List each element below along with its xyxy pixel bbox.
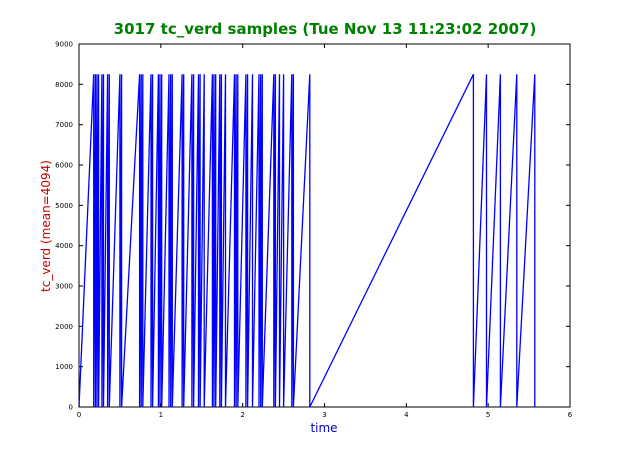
x-tick-label: 2 [240,411,244,419]
y-tick-label: 7000 [55,121,73,129]
plot-area: 0 1 2 3 4 5 6 0 1000 2000 3000 4000 5000 6000 7000 8000… [55,41,573,420]
x-tick-label: 5 [486,411,490,419]
x-tick-label: 1 [159,411,163,419]
series-line [78,74,536,408]
y-tick-label: 2000 [55,323,73,331]
chart-title: 3017 tc_verd samples (Tue Nov 13 11:23:0… [114,20,537,38]
y-tick-label: 4000 [55,242,73,250]
x-tick-label: 0 [77,411,81,419]
x-axis-label: time [310,421,337,435]
y-tick-label: 6000 [55,162,73,170]
y-tick-label: 1000 [55,363,73,371]
x-tick-label: 6 [568,411,573,419]
y-tick-label: 3000 [55,283,73,291]
y-tick-label: 8000 [55,81,73,89]
y-tick-label: 5000 [55,202,73,210]
y-axis-label: tc_verd (mean=4094) [39,160,53,292]
x-tick-label: 4 [404,411,409,419]
y-tick-label: 9000 [55,41,73,49]
x-tick-label: 3 [322,411,326,419]
y-tick-label: 0 [69,404,73,412]
